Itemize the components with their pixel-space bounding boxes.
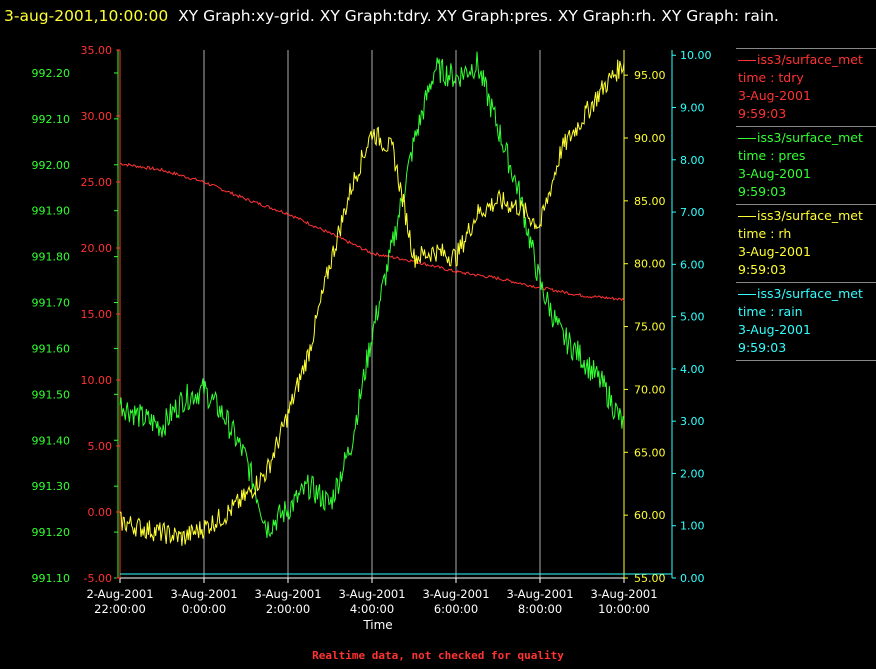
x-tick-label-time: 4:00:00 [350, 602, 394, 616]
legend-series-label: iss3/surface_met [757, 52, 863, 67]
rain-tick-label: 2.00 [680, 467, 705, 480]
x-tick-label-time: 10:00:00 [598, 602, 650, 616]
tdry-tick-label: 5.00 [88, 440, 113, 453]
rh-tick-label: 60.00 [634, 509, 666, 522]
tdry-tick-label: 20.00 [81, 242, 113, 255]
tdry-tick-label: 30.00 [81, 110, 113, 123]
pres-tick-label: 991.30 [32, 480, 71, 493]
legend-series-label: iss3/surface_met [757, 208, 863, 223]
tdry-series-line [119, 162, 625, 302]
rain-tick-label: 1.00 [680, 520, 705, 533]
legend-date: 3-Aug-2001 [738, 88, 811, 103]
rain-tick-label: 8.00 [680, 154, 705, 167]
rh-series-line [119, 59, 625, 546]
legend-var: time : rain [738, 304, 803, 319]
rain-tick-label: 9.00 [680, 102, 705, 115]
x-tick-label-date: 3-Aug-2001 [590, 587, 657, 601]
grid-lines [203, 50, 541, 578]
legend-time: 9:59:03 [738, 184, 787, 199]
rh-tick-label: 90.00 [634, 132, 666, 145]
legend: iss3/surface_met time : tdry 3-Aug-2001 9:5… [736, 48, 876, 361]
rh-tick-label: 70.00 [634, 383, 666, 396]
legend-series-name: iss3/surface_met [738, 207, 876, 225]
pres-tick-label: 992.00 [32, 159, 71, 172]
tdry-tick-label: -5.00 [84, 572, 112, 585]
legend-swatch [738, 294, 756, 295]
legend-series-name: iss3/surface_met [738, 129, 876, 147]
pres-tick-label: 991.70 [32, 297, 71, 310]
legend-var: time : pres [738, 148, 806, 163]
x-tick-label-time: 8:00:00 [518, 602, 562, 616]
legend-var: time : rh [738, 226, 792, 241]
x-tick-label-time: 2:00:00 [266, 602, 310, 616]
rh-tick-label: 55.00 [634, 572, 666, 585]
tdry-tick-label: 10.00 [81, 374, 113, 387]
legend-var: time : tdry [738, 70, 804, 85]
legend-series-name: iss3/surface_met [738, 285, 876, 303]
pres-tick-label: 991.90 [32, 205, 71, 218]
pres-tick-label: 992.10 [32, 113, 71, 126]
rain-tick-label: 10.00 [680, 49, 712, 62]
legend-swatch [738, 60, 756, 61]
rain-tick-label: 7.00 [680, 206, 705, 219]
pres-tick-label: 991.60 [32, 342, 71, 355]
title-timestamp: 3-aug-2001,10:00:00 [4, 7, 169, 25]
rain-tick-label: 3.00 [680, 415, 705, 428]
x-tick-label-date: 3-Aug-2001 [170, 587, 237, 601]
rain-tick-label: 5.00 [680, 311, 705, 324]
legend-date: 3-Aug-2001 [738, 322, 811, 337]
tdry-tick-label: 0.00 [88, 506, 113, 519]
pres-series-line [119, 51, 625, 538]
pres-tick-label: 991.20 [32, 526, 71, 539]
series-lines [119, 51, 672, 575]
rh-tick-label: 75.00 [634, 321, 666, 334]
x-tick-label-date: 2-Aug-2001 [86, 587, 153, 601]
pres-tick-label: 991.80 [32, 251, 71, 264]
pres-tick-label: 991.40 [32, 434, 71, 447]
rain-tick-label: 6.00 [680, 258, 705, 271]
rain-tick-label: 0.00 [680, 572, 705, 585]
legend-series-label: iss3/surface_met [757, 130, 863, 145]
pres-tick-label: 991.50 [32, 388, 71, 401]
graph-title: 3-aug-2001,10:00:00 XY Graph:xy-grid. XY… [4, 2, 872, 31]
axes: 2-Aug-200122:00:003-Aug-20010:00:003-Aug… [32, 44, 712, 616]
tdry-tick-label: 15.00 [81, 308, 113, 321]
legend-date: 3-Aug-2001 [738, 166, 811, 181]
legend-date: 3-Aug-2001 [738, 244, 811, 259]
legend-time: 9:59:03 [738, 262, 787, 277]
rh-tick-label: 80.00 [634, 258, 666, 271]
legend-swatch [738, 216, 756, 217]
legend-time: 9:59:03 [738, 106, 787, 121]
x-tick-label-date: 3-Aug-2001 [338, 587, 405, 601]
x-tick-label-time: 0:00:00 [182, 602, 226, 616]
tdry-tick-label: 35.00 [81, 44, 113, 57]
x-tick-label-date: 3-Aug-2001 [254, 587, 321, 601]
x-tick-label-time: 6:00:00 [434, 602, 478, 616]
x-tick-label-time: 22:00:00 [94, 602, 146, 616]
quality-footnote: Realtime data, not checked for quality [312, 649, 564, 662]
title-text: XY Graph:xy-grid. XY Graph:tdry. XY Grap… [178, 7, 779, 25]
rh-tick-label: 85.00 [634, 195, 666, 208]
x-tick-label-date: 3-Aug-2001 [422, 587, 489, 601]
legend-series-label: iss3/surface_met [757, 286, 863, 301]
legend-swatch [738, 138, 756, 139]
rh-tick-label: 65.00 [634, 446, 666, 459]
rain-tick-label: 4.00 [680, 363, 705, 376]
legend-time: 9:59:03 [738, 340, 787, 355]
legend-series-name: iss3/surface_met [738, 51, 876, 69]
rh-tick-label: 95.00 [634, 69, 666, 82]
x-tick-label-date: 3-Aug-2001 [506, 587, 573, 601]
pres-tick-label: 991.10 [32, 572, 71, 585]
x-axis-label: Time [362, 618, 392, 632]
tdry-tick-label: 25.00 [81, 176, 113, 189]
pres-tick-label: 992.20 [32, 67, 71, 80]
